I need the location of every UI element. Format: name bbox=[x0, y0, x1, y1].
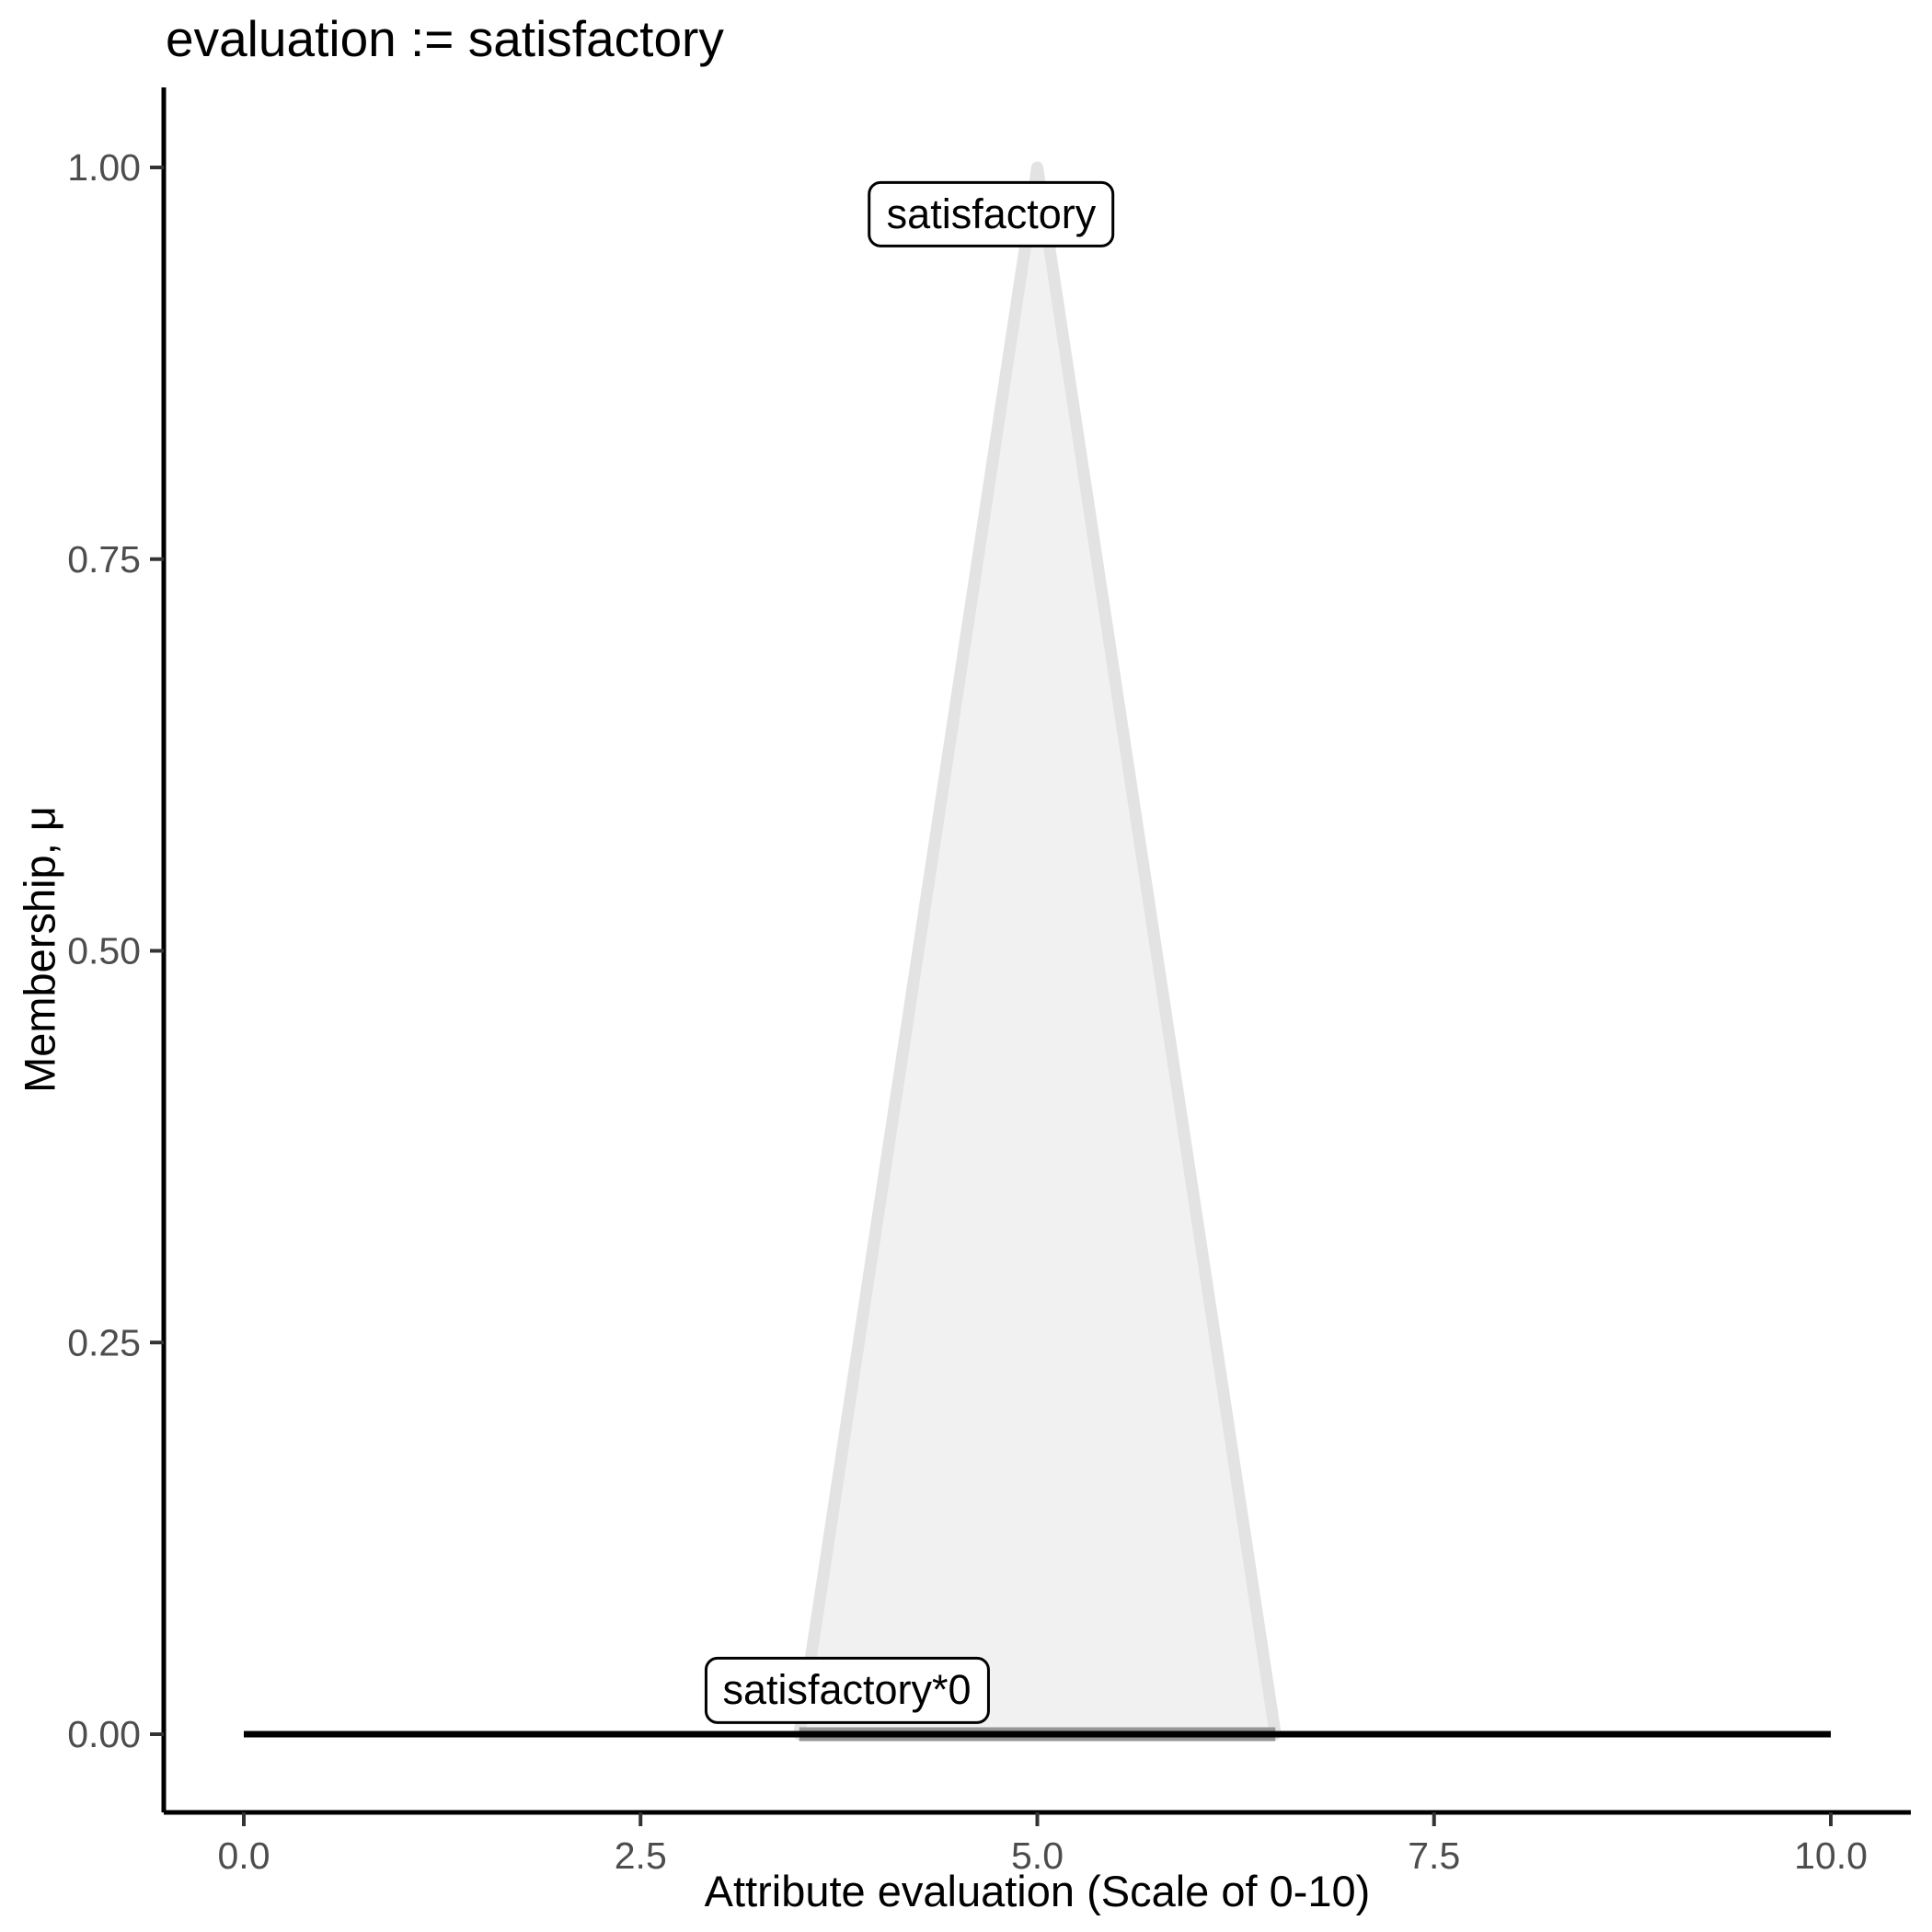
y-axis-title: Membership, μ bbox=[15, 806, 64, 1093]
y-tick-label: 0.25 bbox=[67, 1321, 141, 1363]
annotation-satisfactory: satisfactory bbox=[868, 180, 1115, 248]
y-tick-label: 0.50 bbox=[67, 930, 141, 972]
chart-title: evaluation := satisfactory bbox=[166, 10, 724, 67]
x-tick-label: 0.0 bbox=[218, 1834, 270, 1877]
membership-triangle-satisfactory bbox=[793, 161, 1282, 1741]
x-tick-label: 10.0 bbox=[1794, 1834, 1868, 1877]
x-tick-label: 2.5 bbox=[615, 1834, 667, 1877]
y-tick-label: 0.00 bbox=[67, 1713, 141, 1755]
annotation-satisfactory-times-0: satisfactory*0 bbox=[704, 1657, 990, 1724]
x-axis-title: Attribute evaluation (Scale of 0-10) bbox=[704, 1867, 1371, 1915]
x-tick-label: 7.5 bbox=[1408, 1834, 1460, 1877]
y-tick-label: 0.75 bbox=[67, 538, 141, 581]
x-tick-label: 5.0 bbox=[1011, 1834, 1064, 1877]
y-tick-label: 1.00 bbox=[67, 146, 141, 189]
